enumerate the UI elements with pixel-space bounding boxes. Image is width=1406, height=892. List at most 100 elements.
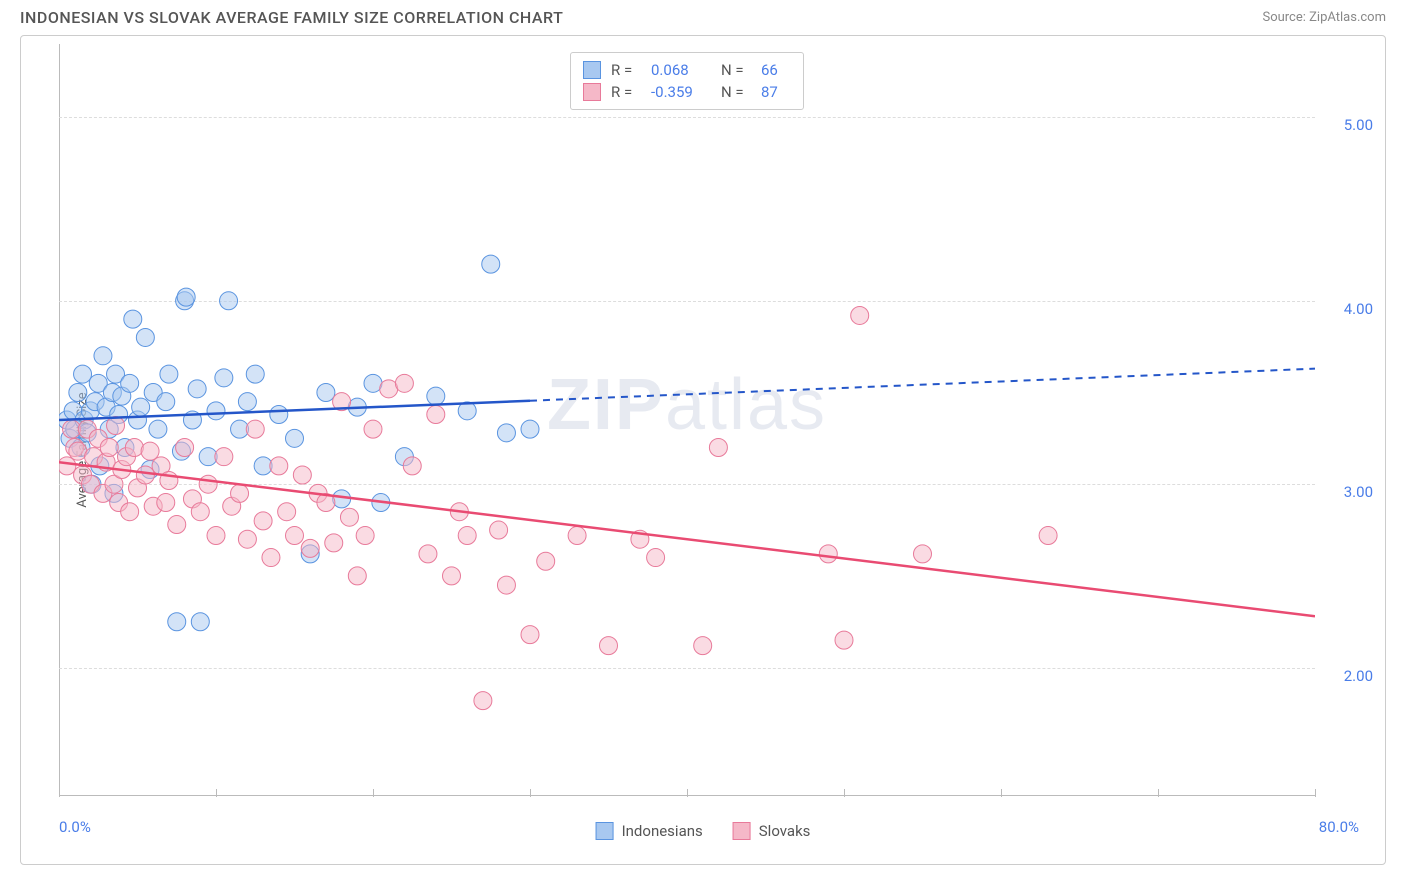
data-point [325,534,343,552]
data-point [238,393,256,411]
data-point [160,365,178,383]
x-max-label: 80.0% [1319,818,1359,836]
legend-swatch [733,822,751,840]
data-point [215,369,233,387]
data-point [568,527,586,545]
data-point [168,613,186,631]
legend-swatch [596,822,614,840]
data-point [819,545,837,563]
data-point [124,310,142,328]
data-point [348,567,366,585]
data-point [427,405,445,423]
data-point [149,420,167,438]
data-point [835,631,853,649]
data-point [340,508,358,526]
data-point [270,405,288,423]
legend-series-name: Indonesians [622,822,703,840]
data-point [1039,527,1057,545]
data-point [301,539,319,557]
y-tick-label: 5.00 [1344,116,1373,134]
data-point [851,306,869,324]
legend-r-value: -0.359 [651,83,711,101]
legend-row: R = -0.359 N = 87 [583,81,791,103]
data-point [136,328,154,346]
trend-line-dashed [530,369,1315,401]
data-point [207,527,225,545]
data-point [364,420,382,438]
data-point [286,527,304,545]
legend-n-value: 87 [761,83,791,101]
data-point [176,439,194,457]
plot-area: ZIPatlas R =0.068N =66R =-0.359N =87 2.0… [59,44,1315,796]
data-point [521,626,539,644]
data-point [497,576,515,594]
data-point [59,457,76,475]
y-tick-label: 4.00 [1344,300,1373,318]
legend-n-label: N = [721,61,751,79]
data-point [94,347,112,365]
data-point [490,521,508,539]
x-min-label: 0.0% [59,818,91,836]
data-point [207,402,225,420]
legend-n-label: N = [721,83,751,101]
data-point [647,549,665,567]
chart-container: Average Family Size ZIPatlas R =0.068N =… [20,35,1386,865]
data-point [521,420,539,438]
chart-title: INDONESIAN VS SLOVAK AVERAGE FAMILY SIZE… [20,8,563,27]
y-tick-label: 2.00 [1344,667,1373,685]
scatter-svg [59,44,1315,796]
data-point [694,637,712,655]
legend-row: R =0.068N =66 [583,59,791,81]
legend-swatch [583,83,601,101]
series-legend: Indonesians Slovaks [596,822,811,840]
data-point [157,393,175,411]
data-point [482,255,500,273]
data-point [191,503,209,521]
data-point [121,374,139,392]
data-point [403,457,421,475]
data-point [537,552,555,570]
x-tick-mark [1315,789,1316,797]
data-point [107,417,125,435]
data-point [254,512,272,530]
data-point [286,429,304,447]
data-point [246,365,264,383]
legend-r-value: 0.068 [651,61,711,79]
legend-n-value: 66 [761,61,791,79]
data-point [74,365,92,383]
data-point [125,439,143,457]
data-point [177,288,195,306]
data-point [914,545,932,563]
data-point [419,545,437,563]
data-point [132,398,150,416]
data-point [141,442,159,460]
data-point [474,692,492,710]
legend-r-label: R = [611,83,641,101]
data-point [395,374,413,392]
data-point [497,424,515,442]
data-point [458,527,476,545]
data-point [231,484,249,502]
data-point [427,387,445,405]
data-point [215,448,233,466]
data-point [709,439,727,457]
data-point [246,420,264,438]
legend-series-item: Slovaks [733,822,811,840]
data-point [191,613,209,631]
data-point [69,383,87,401]
data-point [356,527,374,545]
data-point [220,292,238,310]
source-label: Source: ZipAtlas.com [1262,10,1386,25]
data-point [238,530,256,548]
data-point [278,503,296,521]
data-point [270,457,288,475]
legend-swatch [583,61,601,79]
y-tick-label: 3.00 [1344,483,1373,501]
data-point [317,383,335,401]
data-point [199,475,217,493]
legend-series-name: Slovaks [759,822,811,840]
data-point [168,516,186,534]
data-point [157,494,175,512]
data-point [443,567,461,585]
data-point [600,637,618,655]
